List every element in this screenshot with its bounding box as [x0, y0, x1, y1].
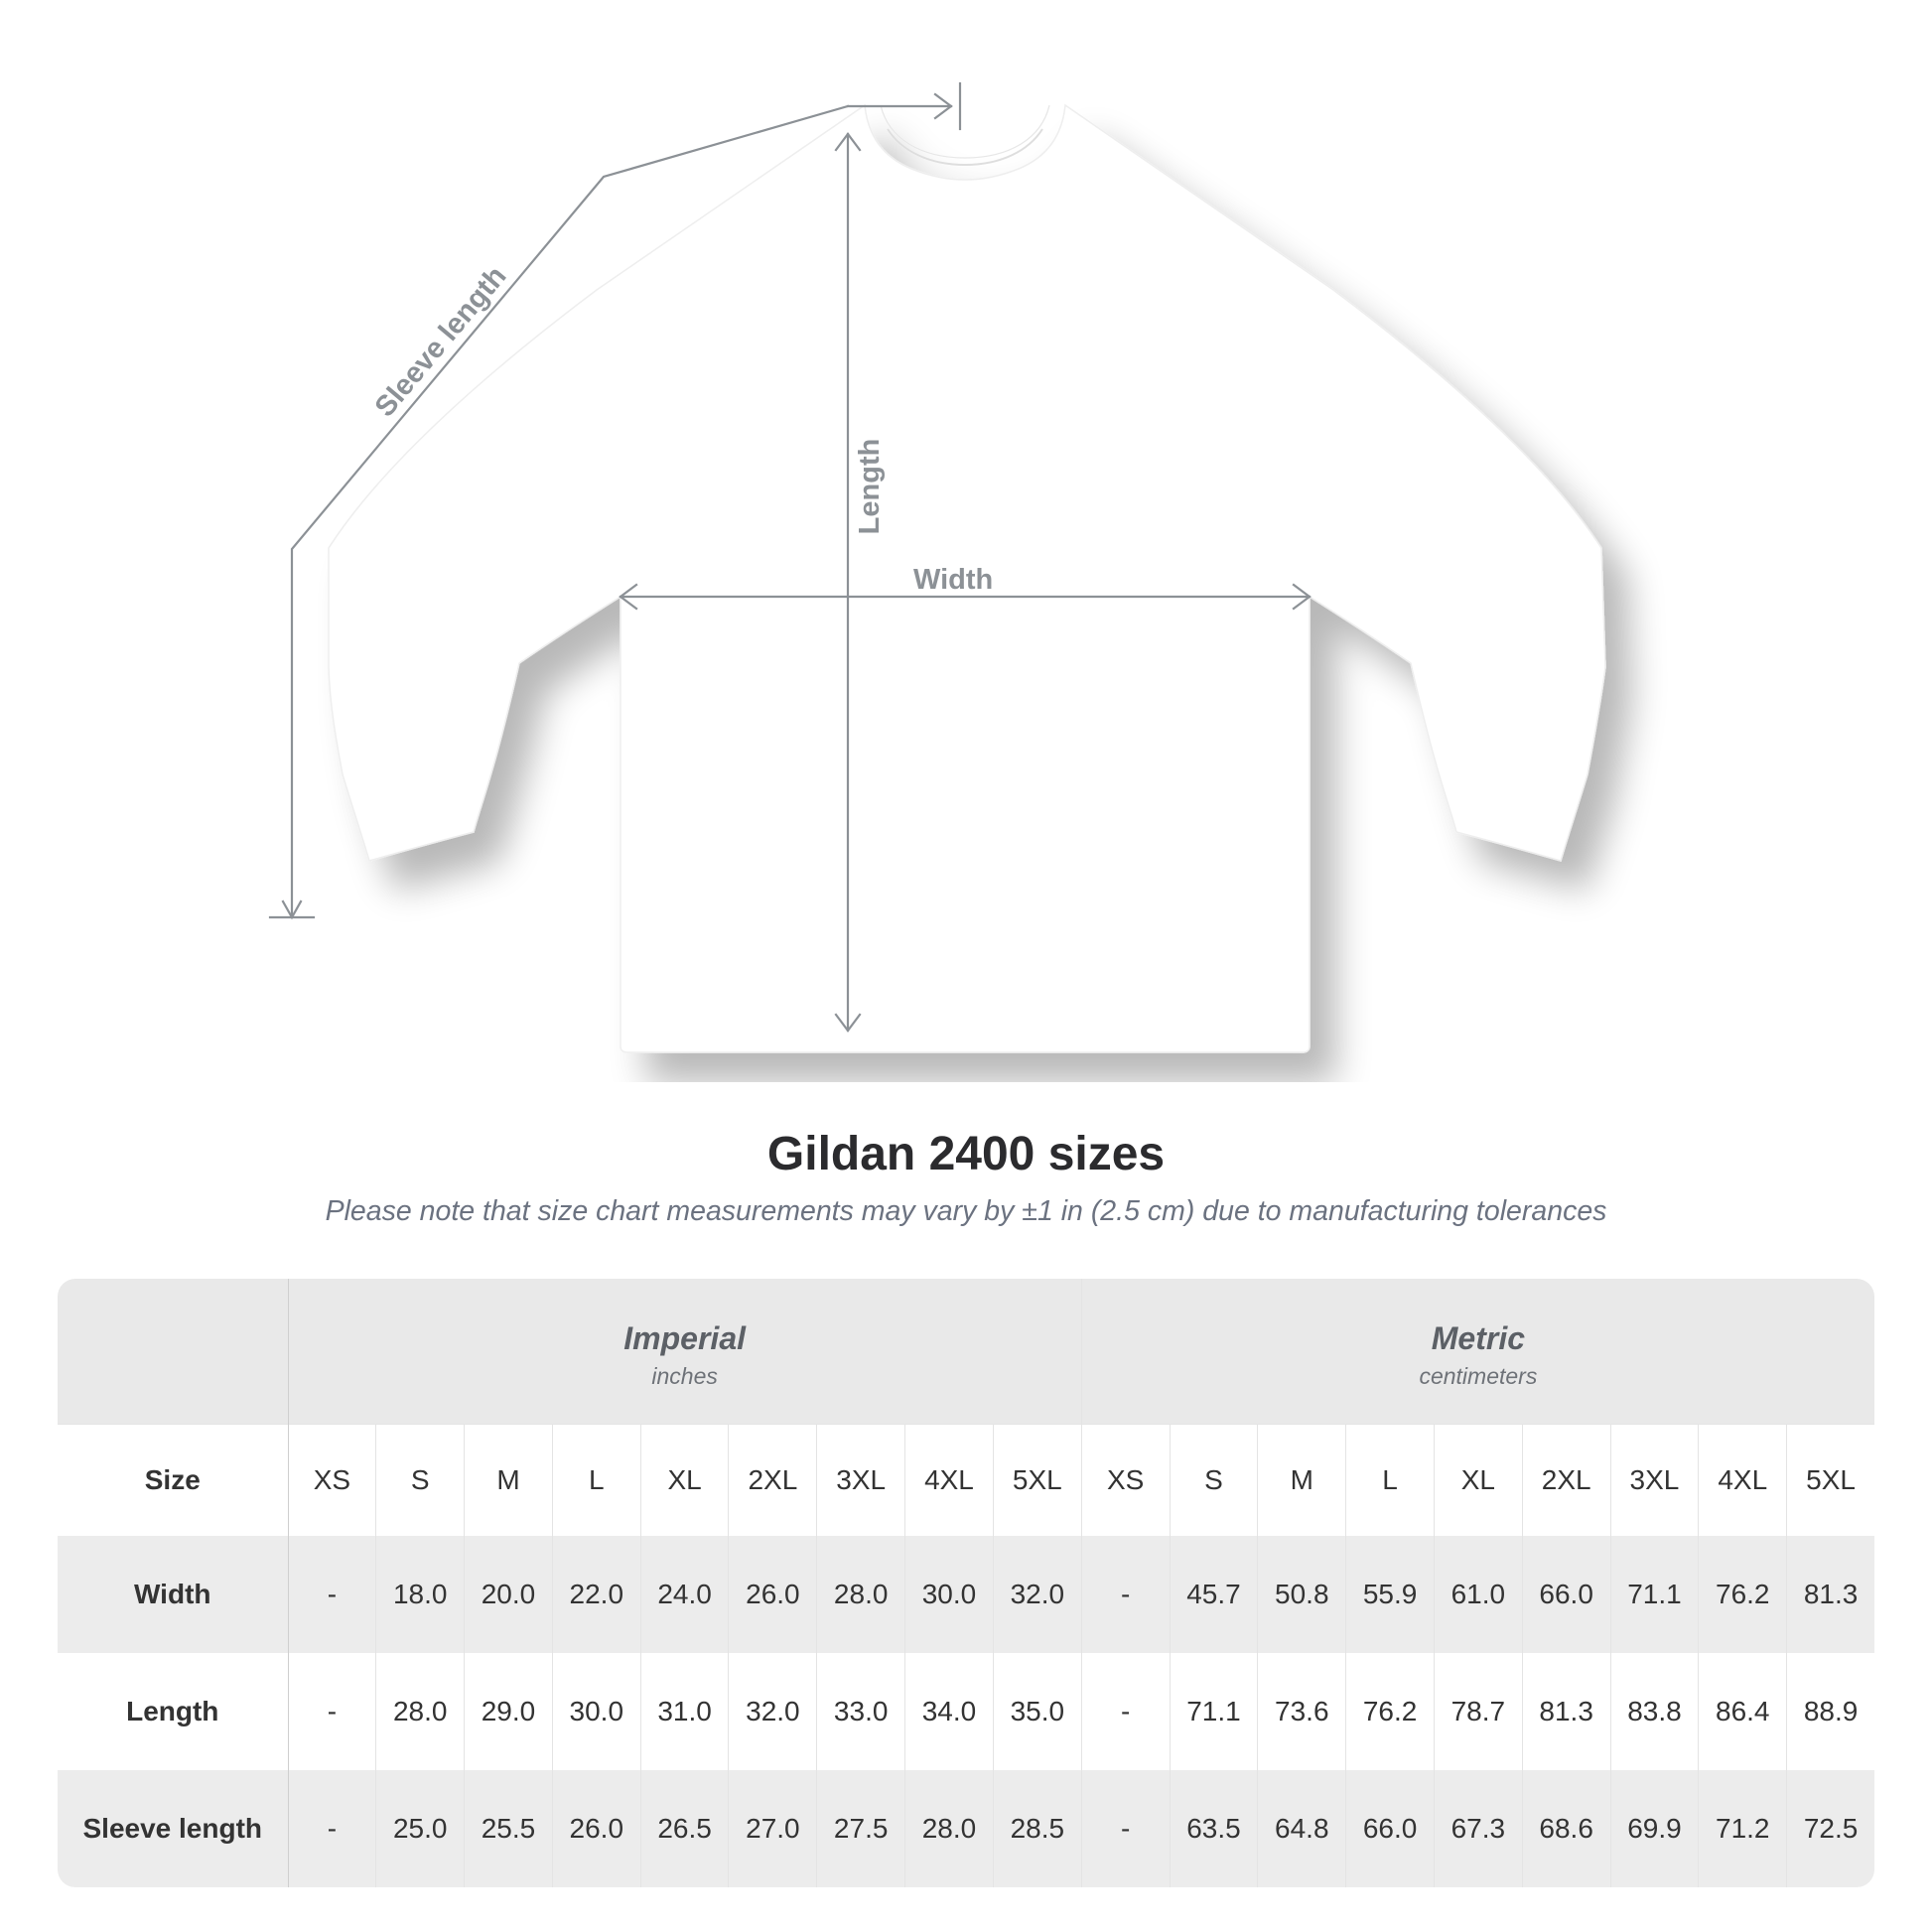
- svg-text:Length: Length: [854, 439, 886, 535]
- svg-text:Width: Width: [913, 564, 993, 596]
